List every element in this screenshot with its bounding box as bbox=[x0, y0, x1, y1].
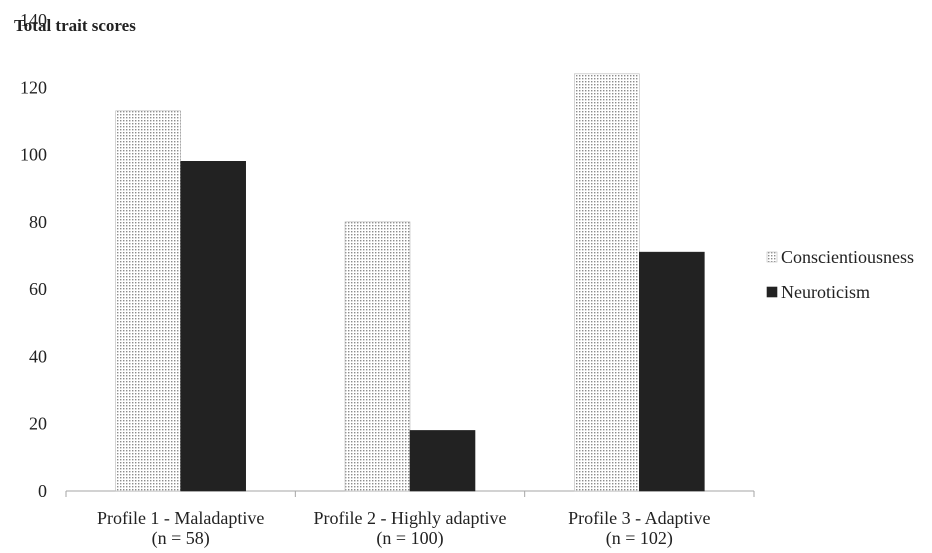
y-axis-title: Total trait scores bbox=[14, 16, 136, 35]
x-tick-label: Profile 1 - Maladaptive bbox=[97, 508, 264, 528]
bar-neuroticism-3 bbox=[639, 251, 705, 492]
y-tick-label: 100 bbox=[20, 145, 47, 165]
y-tick-label: 140 bbox=[20, 10, 47, 30]
bar-conscientiousness-2 bbox=[344, 221, 411, 492]
y-tick-label: 80 bbox=[29, 212, 47, 232]
legend-swatch-neuroticism bbox=[766, 286, 778, 298]
legend: Conscientiousness Neuroticism bbox=[766, 247, 914, 302]
y-tick-label: 40 bbox=[29, 346, 47, 366]
y-tick-label: 60 bbox=[29, 279, 47, 299]
legend-label-conscientiousness: Conscientiousness bbox=[781, 247, 914, 267]
legend-swatch-conscientiousness bbox=[766, 251, 778, 263]
y-tick-label: 120 bbox=[20, 77, 47, 97]
x-tick-label: (n = 100) bbox=[376, 528, 443, 548]
bar-conscientiousness-3 bbox=[574, 73, 640, 492]
bar-layer bbox=[115, 73, 705, 492]
x-tick-label: (n = 102) bbox=[606, 528, 673, 548]
bar-neuroticism-1 bbox=[180, 161, 246, 492]
legend-label-neuroticism: Neuroticism bbox=[781, 282, 870, 302]
x-tick-label: (n = 58) bbox=[152, 528, 210, 548]
x-tick-label: Profile 3 - Adaptive bbox=[568, 508, 710, 528]
axis-layer: 0 20 40 60 80 100 120 140 Profile 1 - Maladaptiv… bbox=[20, 10, 755, 549]
y-tick-label: 0 bbox=[38, 481, 47, 501]
x-tick-label: Profile 2 - Highly adaptive bbox=[314, 508, 507, 528]
y-tick-label: 20 bbox=[29, 414, 47, 434]
bar-conscientiousness-1 bbox=[115, 110, 181, 492]
bar-neuroticism-2 bbox=[409, 430, 476, 492]
